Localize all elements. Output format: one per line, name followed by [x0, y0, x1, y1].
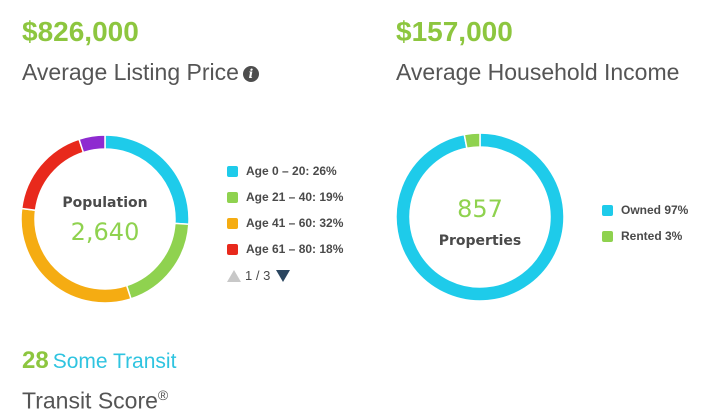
legend-item-age-61-80: Age 61 – 80: 18% [227, 242, 343, 256]
legend-label: Age 21 – 40: 19% [246, 190, 344, 204]
population-value: 2,640 [71, 218, 140, 246]
transit-score-value: 28 [22, 347, 49, 374]
transit-score-label: Transit Score [22, 387, 158, 414]
listing-price-label: Average Listing Price [22, 59, 239, 85]
listing-price-label-row: Average Listing Price i [22, 61, 259, 84]
household-income-label: Average Household Income [396, 59, 680, 85]
legend-pager: 1 / 3 [227, 268, 291, 283]
properties-label: Properties [439, 233, 522, 249]
legend-swatch [602, 230, 613, 242]
legend-label: Age 61 – 80: 18% [246, 242, 344, 256]
pager-up-icon[interactable] [227, 269, 241, 282]
legend-label: Age 41 – 60: 32% [246, 216, 344, 230]
legend-item-age-41-60: Age 41 – 60: 32% [227, 216, 343, 230]
household-income-value: $157,000 [396, 16, 513, 47]
legend-swatch [227, 165, 238, 177]
legend-swatch [227, 217, 238, 229]
pager-text: 1 / 3 [245, 268, 271, 283]
donut-slice-rented[interactable] [463, 132, 481, 150]
properties-value: 857 [457, 195, 503, 223]
legend-item-age-0-20: Age 0 – 20: 26% [227, 164, 337, 178]
listing-price-value: $826,000 [22, 16, 139, 47]
properties-donut-chart: 857 Properties [395, 132, 565, 302]
legend-label: Owned 97% [621, 203, 689, 217]
legend-label: Rented 3% [621, 229, 683, 243]
transit-description[interactable]: Some Transit [52, 350, 177, 373]
transit-score-label-row: Transit Score® [22, 388, 168, 413]
donut-slice-owned[interactable] [395, 132, 565, 302]
pager-down-icon[interactable] [276, 269, 291, 282]
transit-score-row: 28 Some Transit [22, 349, 176, 373]
donut-slice-other[interactable] [78, 134, 106, 154]
population-donut-chart: Population 2,640 [20, 134, 190, 304]
legend-item-age-21-40: Age 21 – 40: 19% [227, 190, 343, 204]
population-title: Population [62, 195, 147, 211]
legend-swatch [227, 243, 238, 255]
info-icon[interactable]: i [242, 66, 259, 82]
legend-item-owned: Owned 97% [602, 203, 688, 217]
legend-item-rented: Rented 3% [602, 229, 682, 243]
registered-mark: ® [157, 387, 169, 403]
legend-label: Age 0 – 20: 26% [246, 164, 337, 178]
legend-swatch [602, 204, 613, 216]
legend-swatch [227, 191, 238, 203]
